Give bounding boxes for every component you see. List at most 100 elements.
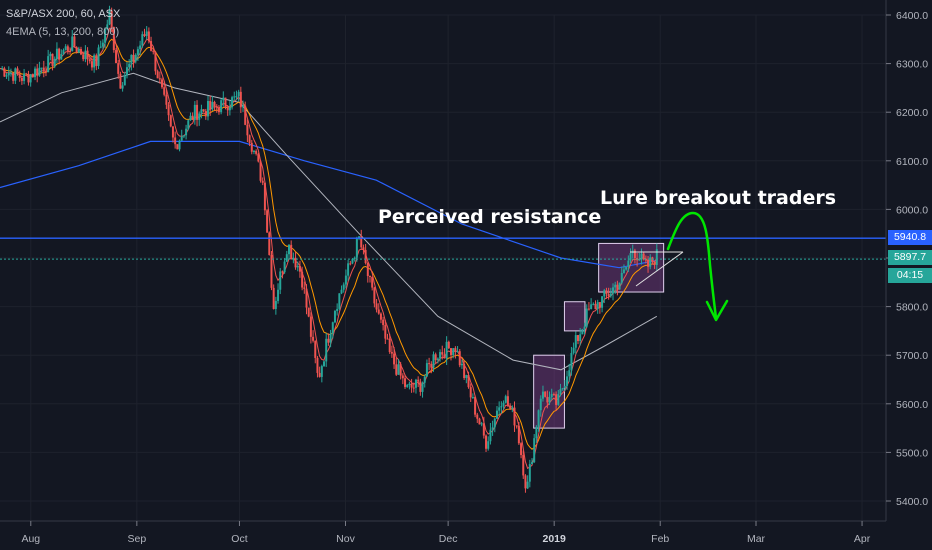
candle-body [71, 36, 74, 52]
candle-body [520, 443, 523, 455]
candle-body [82, 54, 85, 60]
candle-body [196, 104, 199, 120]
candle-body [388, 338, 391, 353]
candle-body [430, 363, 433, 368]
candle-body [206, 101, 209, 117]
x-tick-label: Sep [127, 533, 146, 545]
candle-body [252, 150, 255, 152]
candle-body [150, 41, 153, 51]
candle-body [161, 79, 164, 88]
candle-body [312, 336, 315, 341]
candle-body [371, 276, 374, 288]
candle-body [287, 244, 290, 255]
candle-body [454, 348, 457, 353]
candle-body [154, 51, 157, 72]
candle-body [198, 113, 201, 120]
candle-body [382, 319, 385, 326]
y-tick-label: 5700.0 [896, 350, 928, 362]
candle-body [202, 109, 205, 112]
horizontal-levels [0, 237, 886, 260]
candle-body [305, 288, 308, 308]
candle-body [237, 91, 240, 97]
symbol-title: S&P/ASX 200, 60, ASX [6, 8, 121, 20]
candle-body [360, 236, 363, 248]
candle-body [563, 385, 566, 388]
y-tick-label: 5400.0 [896, 496, 928, 508]
candle-body [187, 120, 190, 129]
candle-body [377, 309, 380, 314]
candle-body [228, 107, 231, 111]
candle-body [211, 101, 214, 110]
candle-body [298, 265, 301, 272]
candle-body [226, 107, 229, 111]
candle-body [222, 97, 225, 101]
candle-body [340, 289, 343, 294]
x-tick-label: Nov [336, 533, 355, 545]
candle-body [333, 311, 336, 323]
candle-body [465, 375, 468, 379]
ema-200-line [0, 72, 658, 371]
candle-body [7, 72, 10, 76]
candle-body [447, 341, 450, 349]
candle-body [108, 10, 111, 25]
arrow-shaft [666, 211, 718, 320]
candle-body [368, 275, 371, 277]
candle-body [117, 63, 120, 74]
candle-body [66, 46, 69, 52]
candle-body [58, 48, 61, 60]
candle-body [36, 68, 39, 76]
candle-body [399, 364, 402, 376]
candle-body [274, 300, 277, 309]
candle-body [139, 45, 142, 50]
resistance-price-tag: 5940.8 [888, 230, 932, 245]
indicator-legend[interactable]: 4EMA (5, 13, 200, 800) [6, 26, 120, 38]
candle-body [524, 475, 527, 489]
candle-body [169, 115, 172, 127]
candle-body [121, 85, 124, 89]
candle-body [598, 302, 601, 308]
candle-body [62, 50, 65, 55]
candle-body [423, 376, 426, 383]
axes: 6400.06300.06200.06100.06000.05900.05800… [21, 10, 928, 545]
candle-body [338, 293, 341, 309]
candle-body [485, 435, 488, 449]
y-tick-label: 6300.0 [896, 59, 928, 71]
candle-body [34, 68, 37, 78]
candle-body [318, 372, 321, 377]
candle-body [171, 126, 174, 138]
candle-body [622, 269, 625, 273]
candle-body [244, 105, 247, 125]
candle-body [450, 348, 453, 356]
candle-body [215, 106, 218, 108]
x-tick-label: Aug [21, 533, 40, 545]
candle-body [502, 402, 505, 407]
candle-body [495, 410, 498, 419]
candle-body [235, 96, 238, 98]
candle-body [193, 104, 196, 120]
candle-body [296, 265, 299, 268]
candle-body [217, 107, 220, 113]
candle-body [261, 180, 264, 183]
candle-body [123, 75, 126, 86]
candle-body [561, 387, 564, 390]
candle-body [579, 334, 582, 342]
candle-body [500, 406, 503, 408]
candle-body [323, 361, 326, 367]
candle-body [31, 74, 34, 78]
last-price-tag: 5897.7 [888, 250, 932, 265]
candle-body [86, 50, 89, 60]
y-tick-label: 6000.0 [896, 204, 928, 216]
candle-body [537, 410, 540, 427]
candle-body [270, 254, 273, 288]
candle-body [329, 333, 332, 343]
candle-body [397, 364, 400, 375]
candle-body [419, 381, 422, 392]
candle-body [555, 394, 558, 405]
candle-body [428, 363, 431, 365]
candle-body [176, 144, 179, 150]
candle-body [106, 24, 109, 29]
candle-body [75, 47, 78, 53]
candle-body [605, 290, 608, 294]
candle-body [292, 257, 295, 259]
